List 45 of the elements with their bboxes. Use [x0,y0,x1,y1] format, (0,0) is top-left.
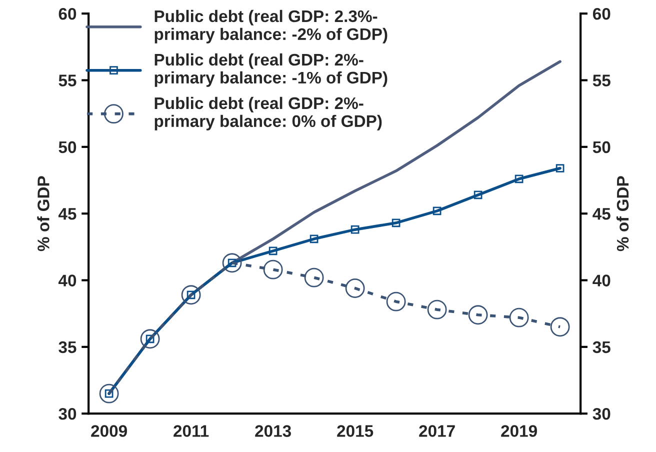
point [509,308,529,328]
y2-tick-label: 30 [592,408,610,420]
point [556,164,564,172]
point [345,278,365,298]
point [140,329,160,349]
point [310,234,318,244]
x-tick-label: 2009 [91,425,127,437]
y2-tick-label: 60 [592,8,610,20]
y-tick-label: 40 [58,274,76,286]
point [392,218,400,228]
point [468,305,488,325]
x-tick-label: 2015 [337,425,374,437]
legend-label: Public debt (real GDP: 2%- primary balance: 0% of GDP) [154,96,382,130]
y-tick-label: 60 [58,8,76,20]
point [474,190,482,200]
legend-label: Public debt (real GDP: 2.3%- primary balance: -2% of GDP) [154,10,388,44]
point [222,253,242,273]
point [268,246,278,256]
x-tick-label: 2019 [501,425,537,437]
y-tick-label: 45 [58,208,76,220]
point [263,260,283,280]
legend-label: Public debt (real GDP: 2%- primary balance: -1% of GDP) [154,53,388,87]
y2-axis-title: % of GDP [616,176,629,252]
x-tick-label: 2011 [174,425,209,437]
y2-tick-label: 35 [592,341,610,354]
point [550,317,570,337]
y2-tick-label: 40 [592,274,610,286]
y2-tick-label: 55 [592,74,610,86]
point [304,268,324,288]
point [427,300,447,320]
x-tick-label: 2017 [419,425,455,437]
point [432,206,442,216]
y-axis-title: % of GDP [37,176,50,252]
y2-tick-label: 45 [592,208,610,220]
point [514,174,524,184]
y-tick-label: 55 [58,74,76,86]
point [99,384,119,404]
point [181,285,201,305]
point [350,225,360,234]
point [386,292,406,312]
y-tick-label: 30 [58,408,76,420]
y2-tick-label: 50 [592,141,610,154]
y-tick-label: 50 [58,141,76,154]
x-tick-label: 2013 [255,425,291,437]
y-tick-label: 35 [58,341,76,354]
